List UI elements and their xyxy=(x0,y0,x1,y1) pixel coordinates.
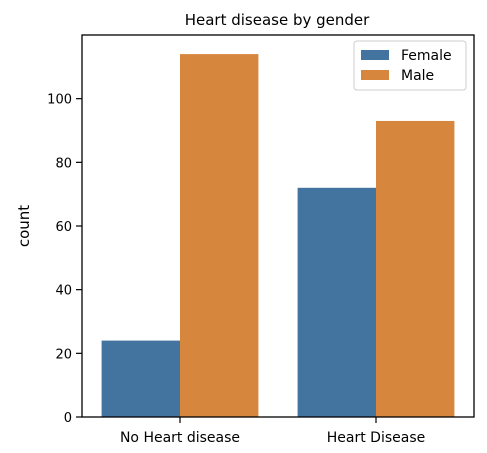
bar-male-no-heart-disease xyxy=(180,54,259,417)
bar-female-no-heart-disease xyxy=(101,340,180,417)
y-tick-label: 20 xyxy=(55,347,72,362)
legend-swatch-male xyxy=(361,70,389,80)
bars-layer xyxy=(101,54,455,417)
legend: Female Male xyxy=(353,40,467,91)
x-tick-label: Heart Disease xyxy=(327,430,425,446)
plot-frame xyxy=(81,34,475,418)
bar-male-heart-disease xyxy=(376,120,455,417)
bar-female-heart-disease xyxy=(297,187,376,417)
x-tick-label: No Heart disease xyxy=(120,430,240,446)
legend-label-male: Male xyxy=(401,68,434,84)
x-ticks-layer: No Heart disease Heart Disease xyxy=(120,417,425,446)
y-tick-label: 100 xyxy=(47,93,72,108)
legend-label-female: Female xyxy=(401,48,452,64)
y-tick-label: 40 xyxy=(55,284,72,299)
y-axis-label: count xyxy=(15,205,33,247)
chart-title: Heart disease by gender xyxy=(185,11,370,29)
legend-swatch-female xyxy=(361,50,389,60)
y-tick-label: 80 xyxy=(55,156,72,171)
y-tick-label: 0 xyxy=(64,411,72,426)
y-tick-label: 60 xyxy=(55,220,72,235)
y-ticks-layer: 0 20 40 60 80 100 xyxy=(47,93,82,426)
